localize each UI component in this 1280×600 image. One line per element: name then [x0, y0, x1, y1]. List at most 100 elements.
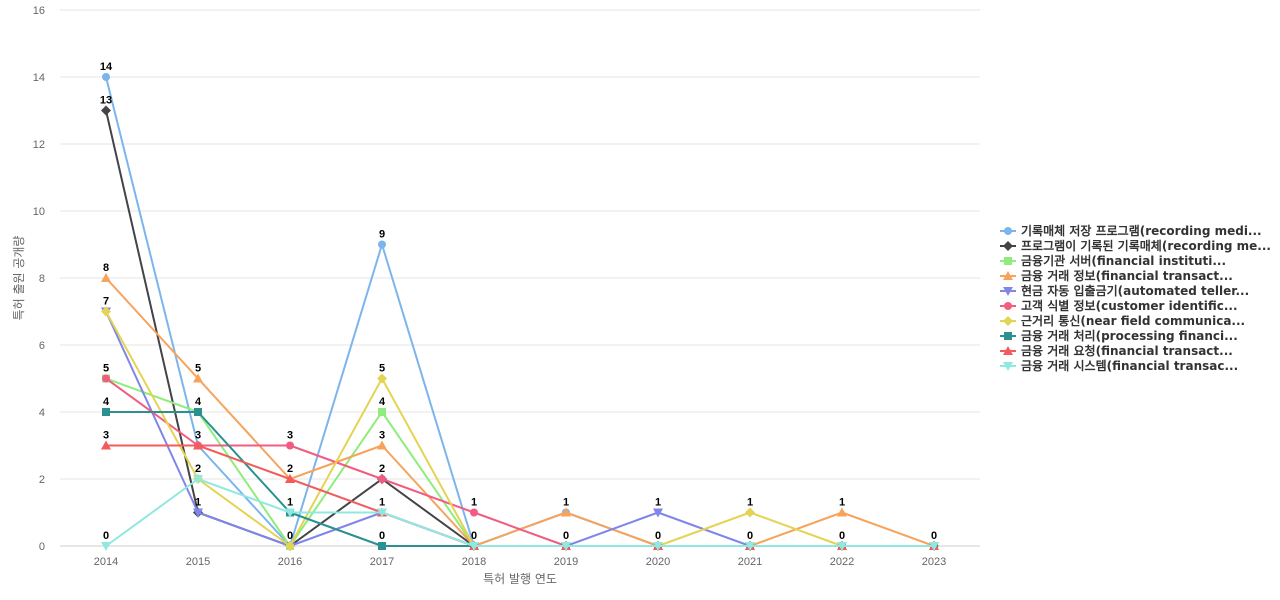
legend-item[interactable]: 기록매체 저장 프로그램(recording medi... [1000, 223, 1262, 238]
series-10 [101, 475, 939, 551]
data-point [102, 73, 110, 81]
data-point [377, 508, 387, 518]
y-tick-label: 4 [39, 407, 45, 419]
legend: 기록매체 저장 프로그램(recording medi...프로그램이 기록된 … [1000, 223, 1271, 373]
data-label: 9 [379, 229, 385, 241]
data-label: 2 [195, 463, 201, 475]
legend-item[interactable]: 고객 식별 정보(customer identific... [1000, 298, 1238, 313]
data-label: 1 [563, 497, 569, 509]
data-point [193, 440, 203, 450]
data-point [470, 508, 478, 517]
series-line [105, 478, 934, 547]
data-point [101, 440, 111, 450]
data-label: 3 [103, 430, 109, 442]
data-point [102, 374, 110, 383]
data-point [929, 542, 939, 551]
series-line [105, 377, 934, 547]
series-9 [101, 440, 939, 550]
y-axis-title: 특허 출원 공개량 [12, 236, 26, 321]
y-axis: 0 2 4 6 8 10 12 14 16 [33, 5, 45, 553]
legend-label: 금융 거래 정보(financial transact... [1021, 268, 1233, 283]
data-label: 3 [195, 430, 201, 442]
data-label: 4 [379, 396, 386, 408]
data-point [101, 542, 111, 551]
data-label: 2 [287, 463, 293, 475]
x-tick-label: 2023 [922, 556, 946, 568]
data-label: 1 [287, 497, 293, 509]
data-label: 1 [747, 497, 753, 509]
x-tick-label: 2014 [94, 556, 118, 568]
data-label: 0 [563, 530, 569, 542]
data-label: 1 [655, 497, 661, 509]
data-point [101, 105, 111, 116]
data-label: 3 [287, 430, 293, 442]
legend-marker-icon [1003, 287, 1013, 296]
y-tick-label: 2 [39, 474, 45, 486]
data-label: 0 [839, 530, 845, 542]
x-tick-label: 2016 [278, 556, 302, 568]
x-tick-label: 2022 [830, 556, 854, 568]
data-point [745, 542, 755, 551]
legend-label: 프로그램이 기록된 기록매체(recording me... [1021, 238, 1271, 253]
data-label: 1 [839, 497, 845, 509]
legend-item[interactable]: 근거리 통신(near field communica... [1000, 313, 1245, 328]
legend-item[interactable]: 금융 거래 처리(processing financi... [1000, 328, 1238, 343]
legend-label: 기록매체 저장 프로그램(recording medi... [1021, 223, 1262, 238]
legend-marker-icon [1003, 271, 1013, 280]
data-point [378, 542, 386, 550]
data-point [745, 507, 755, 518]
data-point [193, 373, 203, 383]
legend-item[interactable]: 금융기관 서버(financial instituti... [1000, 253, 1226, 268]
series-line [105, 311, 934, 547]
data-label: 0 [655, 530, 661, 542]
data-point [285, 508, 295, 518]
data-label: 0 [747, 530, 753, 542]
legend-label: 금융기관 서버(financial instituti... [1021, 253, 1226, 268]
legend-marker-icon [1004, 332, 1012, 340]
data-point [377, 373, 387, 384]
x-tick-label: 2019 [554, 556, 578, 568]
data-label: 5 [379, 363, 385, 375]
x-tick-label: 2020 [646, 556, 670, 568]
legend-marker-icon [1003, 362, 1013, 371]
series-line [105, 311, 934, 547]
data-point [561, 507, 571, 517]
x-tick-label: 2017 [370, 556, 394, 568]
legend-item[interactable]: 현금 자동 입출금기(automated teller... [1000, 283, 1249, 298]
y-tick-label: 6 [39, 340, 45, 352]
data-label: 4 [103, 396, 110, 408]
data-label: 7 [103, 296, 109, 308]
legend-label: 현금 자동 입출금기(automated teller... [1021, 283, 1249, 298]
data-point [653, 542, 663, 551]
legend-item[interactable]: 프로그램이 기록된 기록매체(recording me... [1000, 238, 1271, 253]
y-tick-label: 16 [33, 5, 45, 17]
data-label: 1 [379, 497, 385, 509]
series-line [105, 76, 934, 547]
series-line [105, 377, 934, 547]
data-point [194, 408, 202, 416]
series-1 [102, 73, 938, 550]
legend-label: 금융 거래 처리(processing financi... [1021, 328, 1238, 343]
y-tick-label: 14 [33, 72, 45, 84]
data-point [653, 508, 663, 518]
x-axis: 2014 2015 2016 2017 2018 2019 2020 2021 2022 2023 [94, 556, 946, 568]
data-label: 5 [195, 363, 201, 375]
data-point [837, 507, 847, 517]
series-7 [101, 306, 939, 551]
x-tick-label: 2018 [462, 556, 486, 568]
legend-label: 근거리 통신(near field communica... [1021, 313, 1245, 328]
data-label: 13 [100, 95, 112, 107]
legend-item[interactable]: 금융 거래 요청(financial transact... [1000, 343, 1233, 358]
legend-item[interactable]: 금융 거래 시스템(financial transac... [1000, 358, 1238, 373]
data-label: 0 [287, 530, 293, 542]
legend-label: 금융 거래 시스템(financial transac... [1021, 358, 1238, 373]
y-tick-label: 12 [33, 139, 45, 151]
legend-marker-icon [1004, 302, 1012, 310]
series-lines [101, 73, 939, 551]
y-tick-label: 0 [39, 541, 45, 553]
data-point [377, 440, 387, 450]
data-label: 4 [195, 396, 202, 408]
legend-item[interactable]: 금융 거래 정보(financial transact... [1000, 268, 1233, 283]
data-point [561, 542, 571, 551]
